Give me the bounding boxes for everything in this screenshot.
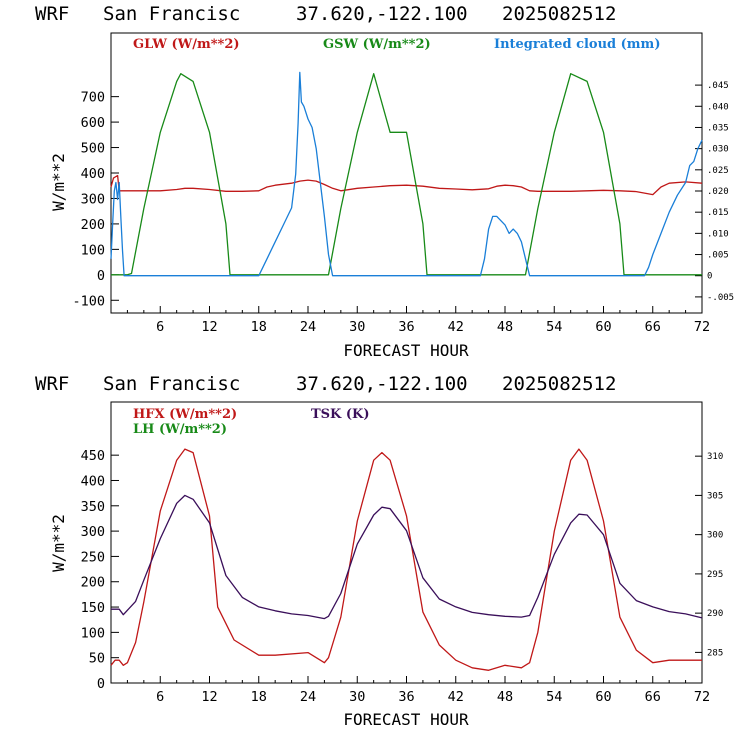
chart-2-legend-lh: LH (W/m**2) [133,422,227,437]
chart-2-y2-ticks: 285 290 295 300 305 310 [695,452,723,658]
series-line-hfx [110,448,702,671]
series-line-gsw [111,73,702,276]
x-tick-label: 54 [546,319,562,335]
y2-tick-label: .025 [707,166,729,176]
chart-1-header-location: San Francisc [103,3,240,25]
x-tick-label: 54 [546,689,562,705]
series-line-integrated [110,71,703,277]
y-tick-label: 200 [81,575,105,591]
x-tick-label: 24 [300,689,316,705]
x-tick-label: 6 [156,319,164,335]
y-tick-label: 250 [81,549,105,565]
x-tick-label: 48 [497,319,513,335]
x-tick-label: 72 [694,689,710,705]
chart-2-legend-hfx: HFX (W/m**2) [133,407,237,422]
series-line-glw [110,174,703,196]
y-tick-label: 100 [81,242,105,258]
y-tick-label: 0 [97,676,105,692]
y2-tick-label: 300 [707,531,723,541]
y2-tick-label: .010 [707,229,729,239]
chart-2: WRF San Francisc 37.620,-122.100 2025082… [35,373,723,729]
chart-1: WRF San Francisc 37.620,-122.100 2025082… [35,3,734,360]
y-tick-label: 0 [97,268,105,284]
y-tick-label: 600 [81,115,105,131]
chart-2-x-ticks: 6 12 18 24 30 36 42 48 54 60 66 72 [126,676,710,705]
chart-1-y-ticks: -100 0 100 200 300 400 500 600 700 [72,90,119,309]
y2-tick-label: .020 [707,187,729,197]
x-tick-label: 24 [300,319,316,335]
y2-tick-label: 0 [707,272,712,282]
x-tick-label: 36 [398,319,414,335]
x-tick-label: 12 [201,689,217,705]
x-tick-label: 6 [156,689,164,705]
series-line-tsk [111,494,703,620]
chart-2-y-axis-title: W/m**2 [49,514,68,572]
y-tick-label: 400 [81,166,105,182]
x-tick-label: 66 [645,689,661,705]
y-tick-label: 150 [81,600,105,616]
y-tick-label: 300 [81,191,105,207]
chart-1-header-coords: 37.620,-122.100 [296,3,468,25]
x-tick-label: 72 [694,319,710,335]
x-tick-label: 30 [349,319,365,335]
chart-2-header-coords: 37.620,-122.100 [296,373,468,395]
y2-tick-label: 290 [707,609,723,619]
chart-1-series [110,71,703,277]
x-tick-label: 18 [251,319,267,335]
y-tick-label: 100 [81,625,105,641]
x-tick-label: 42 [448,689,464,705]
chart-1-header-date: 2025082512 [502,3,616,25]
chart-1-y-axis-title: W/m**2 [49,153,68,211]
y2-tick-label: .015 [707,208,729,218]
chart-1-header-model: WRF [35,3,69,25]
y2-tick-label: .005 [707,251,729,261]
x-tick-label: 42 [448,319,464,335]
chart-1-x-ticks: 6 12 18 24 30 36 42 48 54 60 66 72 [126,306,710,335]
chart-1-y2-ticks: -.005 0 .005 .010 .015 .020 .025 .030 .035 .040 .0… [695,81,734,303]
x-tick-label: 30 [349,689,365,705]
chart-2-series [110,448,703,671]
x-tick-label: 60 [595,319,611,335]
y-tick-label: 400 [81,473,105,489]
y2-tick-label: 310 [707,452,723,462]
chart-2-header-date: 2025082512 [502,373,616,395]
y-tick-label: 50 [89,651,105,667]
y-tick-label: 200 [81,217,105,233]
chart-1-legend-glw: GLW (W/m**2) [133,37,240,52]
x-tick-label: 48 [497,689,513,705]
x-tick-label: 18 [251,689,267,705]
x-tick-label: 36 [398,689,414,705]
y2-tick-label: .030 [707,145,729,155]
y2-tick-label: .040 [707,102,729,112]
x-tick-label: 60 [595,689,611,705]
y2-tick-label: 295 [707,570,723,580]
y2-tick-label: -.005 [707,293,734,303]
chart-2-header-model: WRF [35,373,69,395]
chart-1-legend-cloud: Integrated cloud (mm) [494,37,660,52]
y-tick-label: 350 [81,499,105,515]
y-tick-label: 700 [81,90,105,106]
y-tick-label: 450 [81,448,105,464]
y-tick-label: -100 [72,293,105,309]
chart-2-x-axis-title: FORECAST HOUR [343,710,469,729]
chart-2-header-location: San Francisc [103,373,240,395]
y2-tick-label: .035 [707,123,729,133]
x-tick-label: 66 [645,319,661,335]
y2-tick-label: .045 [707,81,729,91]
y-tick-label: 300 [81,524,105,540]
y2-tick-label: 305 [707,491,723,501]
chart-2-y-ticks: 0 50 100 150 200 250 300 350 400 450 [81,448,119,692]
x-tick-label: 12 [201,319,217,335]
y-tick-label: 500 [81,141,105,157]
chart-1-legend-gsw: GSW (W/m**2) [323,37,431,52]
y2-tick-label: 285 [707,648,723,658]
chart-2-legend-tsk: TSK (K) [311,407,370,422]
chart-1-x-axis-title: FORECAST HOUR [343,341,469,360]
